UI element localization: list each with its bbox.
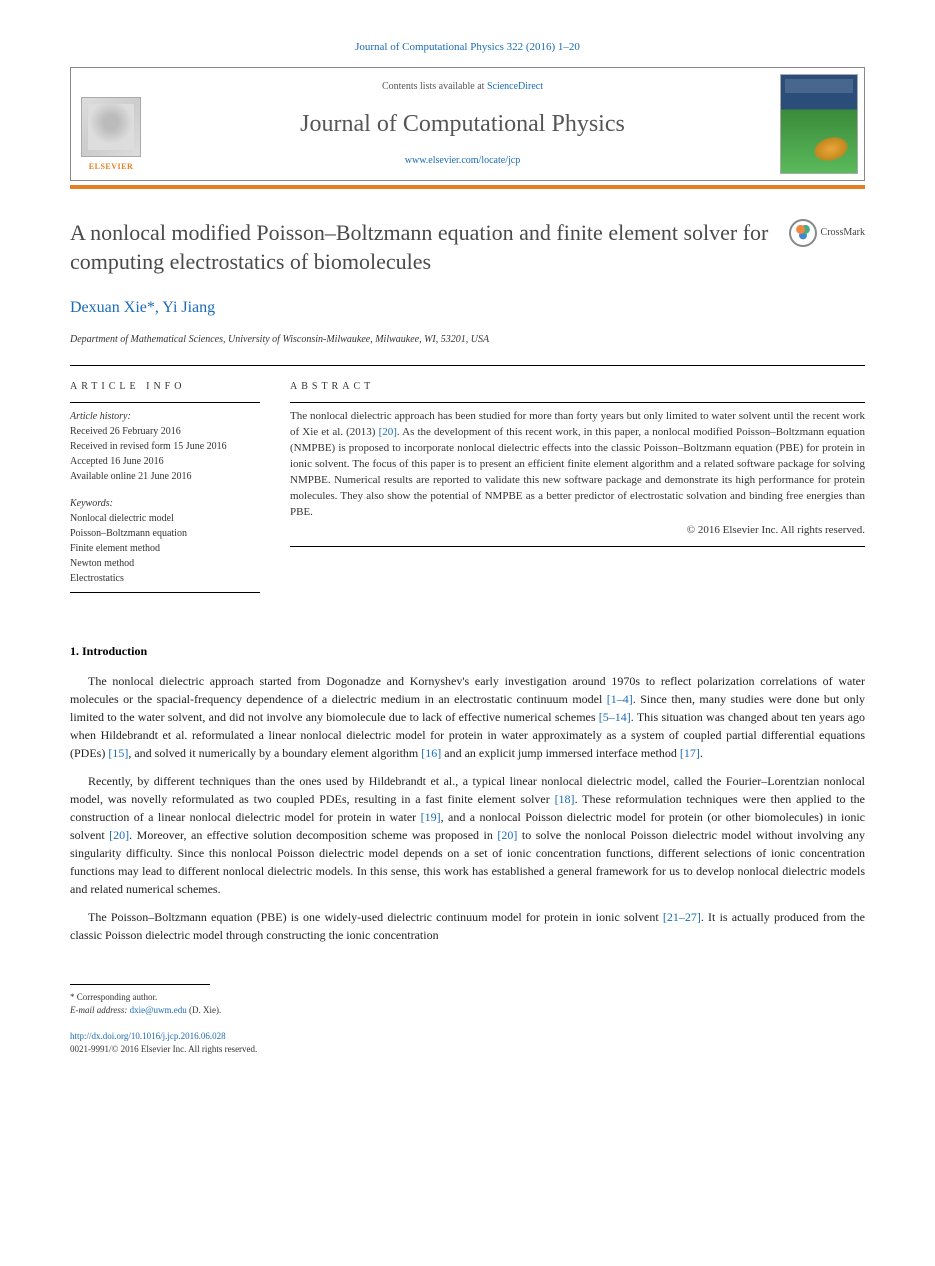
abstract-label: abstract (290, 370, 865, 402)
ref-20-body[interactable]: [20] (109, 828, 129, 842)
keyword-5: Electrostatics (70, 573, 124, 584)
ref-17[interactable]: [17] (680, 746, 700, 760)
ref-20[interactable]: [20] (379, 426, 397, 438)
crossmark-badge[interactable]: CrossMark (789, 219, 865, 247)
accent-bar (70, 185, 865, 189)
authors: Dexuan Xie*, Yi Jiang (70, 297, 865, 319)
info-divider-bottom (70, 592, 260, 593)
affiliation: Department of Mathematical Sciences, Uni… (70, 333, 865, 347)
keyword-2: Poisson–Boltzmann equation (70, 528, 187, 539)
header-center: Contents lists available at ScienceDirec… (151, 68, 774, 180)
author-2[interactable]: Yi Jiang (162, 299, 215, 316)
introduction-section: 1. Introduction The nonlocal dielectric … (70, 643, 865, 944)
ref-15[interactable]: [15] (108, 746, 128, 760)
article-history: Article history: Received 26 February 20… (70, 403, 260, 490)
p1f: . (700, 746, 703, 760)
corresponding-author-note: * Corresponding author. (70, 991, 865, 1005)
history-received: Received 26 February 2016 (70, 426, 181, 437)
publisher-block: ELSEVIER (71, 68, 151, 180)
keyword-1: Nonlocal dielectric model (70, 513, 174, 524)
history-revised: Received in revised form 15 June 2016 (70, 441, 227, 452)
ref-18[interactable]: [18] (555, 792, 575, 806)
issn-copyright: 0021-9991/© 2016 Elsevier Inc. All right… (70, 1044, 257, 1054)
intro-para-2: Recently, by different techniques than t… (70, 772, 865, 898)
abstract-p1b: . As the development of this recent work… (290, 426, 865, 518)
p1d: , and solved it numerically by a boundar… (128, 746, 421, 760)
author-1[interactable]: Dexuan Xie (70, 299, 147, 316)
info-abstract-row: article info Article history: Received 2… (70, 370, 865, 593)
contents-available: Contents lists available at ScienceDirec… (159, 80, 766, 94)
keyword-3: Finite element method (70, 543, 160, 554)
history-heading: Article history: (70, 411, 131, 422)
p1e: and an explicit jump immersed interface … (441, 746, 680, 760)
article-info-column: article info Article history: Received 2… (70, 370, 260, 593)
p3a: The Poisson–Boltzmann equation (PBE) is … (88, 910, 663, 924)
journal-reference: Journal of Computational Physics 322 (20… (70, 40, 865, 55)
journal-cover-icon (780, 74, 858, 174)
contents-prefix: Contents lists available at (382, 81, 487, 92)
corresponding-mark: * (147, 299, 155, 316)
doi-link[interactable]: http://dx.doi.org/10.1016/j.jcp.2016.06.… (70, 1031, 226, 1041)
abstract-copyright: © 2016 Elsevier Inc. All rights reserved… (290, 523, 865, 538)
ref-19[interactable]: [19] (421, 810, 441, 824)
ref-21-27[interactable]: [21–27] (663, 910, 701, 924)
ref-5-14[interactable]: [5–14] (599, 710, 631, 724)
p2d: . Moreover, an effective solution decomp… (129, 828, 497, 842)
intro-para-3: The Poisson–Boltzmann equation (PBE) is … (70, 908, 865, 944)
keyword-4: Newton method (70, 558, 134, 569)
crossmark-icon (789, 219, 817, 247)
article-title: A nonlocal modified Poisson–Boltzmann eq… (70, 219, 769, 276)
abstract-text: The nonlocal dielectric approach has bee… (290, 403, 865, 521)
history-accepted: Accepted 16 June 2016 (70, 456, 164, 467)
email-label: E-mail address: (70, 1005, 130, 1015)
elsevier-tree-icon (81, 97, 141, 157)
divider (70, 365, 865, 366)
footnote-block: * Corresponding author. E-mail address: … (70, 991, 865, 1018)
journal-url[interactable]: www.elsevier.com/locate/jcp (159, 154, 766, 168)
section-heading-1: 1. Introduction (70, 643, 865, 660)
email-suffix: (D. Xie). (187, 1005, 222, 1015)
journal-header: ELSEVIER Contents lists available at Sci… (70, 67, 865, 181)
email-link[interactable]: dxie@uwm.edu (130, 1005, 187, 1015)
ref-1-4[interactable]: [1–4] (607, 692, 633, 706)
history-online: Available online 21 June 2016 (70, 471, 191, 482)
ref-16[interactable]: [16] (421, 746, 441, 760)
article-info-label: article info (70, 370, 260, 402)
intro-para-1: The nonlocal dielectric approach started… (70, 672, 865, 762)
title-row: A nonlocal modified Poisson–Boltzmann eq… (70, 219, 865, 276)
footnote-separator (70, 984, 210, 985)
keywords-heading: Keywords: (70, 498, 113, 509)
journal-title: Journal of Computational Physics (159, 108, 766, 142)
sciencedirect-link[interactable]: ScienceDirect (487, 81, 543, 92)
keywords-block: Keywords: Nonlocal dielectric model Pois… (70, 490, 260, 592)
cover-thumbnail-block (774, 68, 864, 180)
page: Journal of Computational Physics 322 (20… (0, 0, 935, 1087)
publisher-name: ELSEVIER (89, 161, 133, 172)
crossmark-label: CrossMark (821, 226, 865, 240)
doi-block: http://dx.doi.org/10.1016/j.jcp.2016.06.… (70, 1030, 865, 1057)
email-line: E-mail address: dxie@uwm.edu (D. Xie). (70, 1004, 865, 1018)
abstract-column: abstract The nonlocal dielectric approac… (290, 370, 865, 593)
ref-20b-body[interactable]: [20] (497, 828, 517, 842)
abstract-divider-bottom (290, 546, 865, 547)
